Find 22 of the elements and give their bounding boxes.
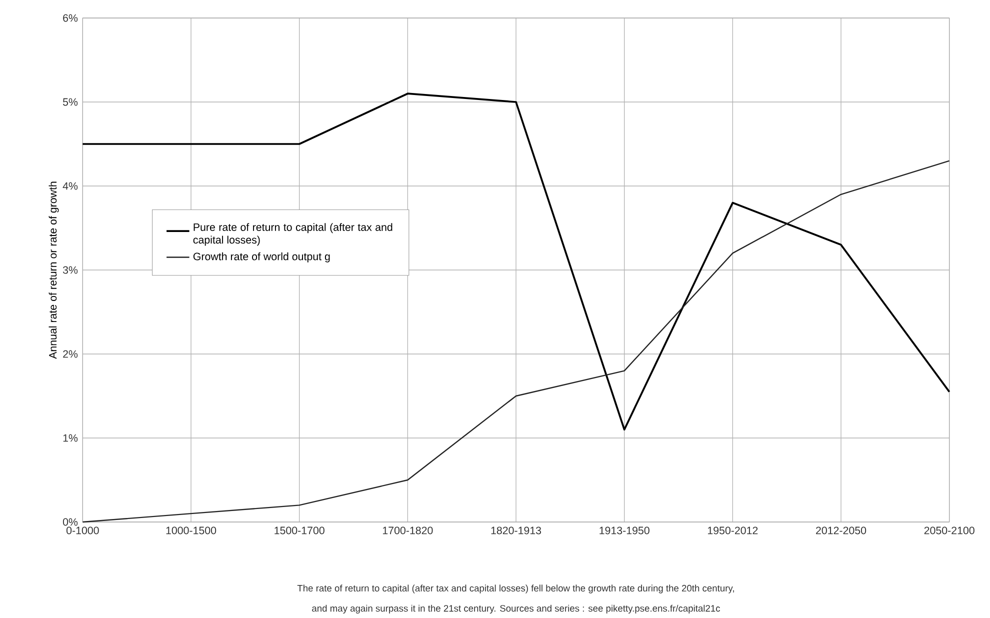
y-tick-label: 2% xyxy=(63,350,78,358)
y-tick-label: 3% xyxy=(62,266,78,274)
x-tick-label: 2050-2100 xyxy=(924,526,974,534)
x-tick-label: 2012-2050 xyxy=(816,526,866,534)
y-tick-label: 5% xyxy=(62,98,78,106)
x-tick-label: 0-1000 xyxy=(66,526,99,534)
text: The rate of return to capital (after tax and capital losses) fell below the growth rate during the 20th century, xyxy=(297,584,734,594)
text: and may again surpass it in the 21st century. Sources and series : see piketty.pse.ens.fr/capital21c xyxy=(312,604,720,614)
y-tick-label: 0% xyxy=(62,518,78,526)
legend-label: Growth rate of world output g xyxy=(193,252,330,262)
legend-label: Pure rate of return to capital (after tax and capital losses) xyxy=(193,223,392,246)
y-tick-label: 4% xyxy=(62,182,78,190)
x-tick-label: 1500-1700 xyxy=(274,526,324,534)
line-series xyxy=(82,160,950,523)
x-tick-label: 1000-1500 xyxy=(166,526,216,534)
x-tick-label: 1913-1950 xyxy=(600,526,650,534)
y-tick-label: 1% xyxy=(63,434,78,442)
x-tick-label: 1700-1820 xyxy=(382,526,433,534)
x-tick-label: 1950-2012 xyxy=(708,526,758,534)
y-tick-label: 6% xyxy=(63,14,78,22)
x-tick-label: 1820-1913 xyxy=(491,526,542,534)
y-axis-title: Annual rate of return or rate of growth xyxy=(48,182,59,359)
